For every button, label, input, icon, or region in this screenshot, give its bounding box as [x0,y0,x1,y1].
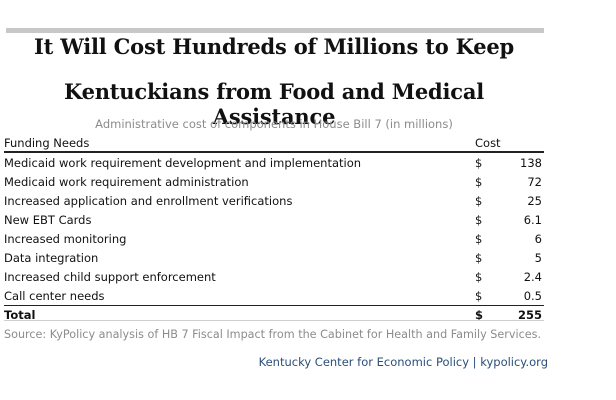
row-label: Increased monitoring [4,231,127,246]
header-funding-needs: Funding Needs [4,133,475,153]
row-currency: $ [475,288,483,303]
total-label: Total [4,305,475,324]
table-row: Increased application and enrollment ver… [4,191,544,210]
credit-line: Kentucky Center for Economic Policy | ky… [258,355,548,369]
row-currency: $ [475,193,483,208]
table-body: Medicaid work requirement development an… [4,152,544,306]
row-value: 6 [534,231,542,246]
total-row: Total $ 255 [4,305,544,324]
row-currency: $ [475,155,483,170]
header-row: Funding Needs Cost [4,133,544,153]
row-label: Medicaid work requirement administration [4,174,249,189]
table-row: Medicaid work requirement development an… [4,152,544,172]
chart-title-line-1: It Will Cost Hundreds of Millions to Kee… [33,34,515,59]
source-note: Source: KyPolicy analysis of HB 7 Fiscal… [4,320,544,341]
table-row: Medicaid work requirement administration… [4,172,544,191]
chart-subtitle: Administrative cost of components in Hou… [95,117,453,131]
total-currency: $ [475,305,495,324]
row-label: Data integration [4,250,99,265]
row-value: 25 [527,193,542,208]
header-cost: Cost [475,133,544,153]
row-currency: $ [475,269,483,284]
row-label: Call center needs [4,288,105,303]
row-value: 6.1 [523,212,542,227]
table-row: Data integration $5 [4,248,544,267]
row-currency: $ [475,231,483,246]
total-value: 255 [495,305,544,324]
row-currency: $ [475,250,483,265]
top-rule [6,28,544,33]
cost-table: Funding Needs Cost Medicaid work require… [4,133,544,324]
table-row: New EBT Cards $6.1 [4,210,544,229]
table-row: Increased child support enforcement $2.4 [4,267,544,286]
row-value: 5 [534,250,542,265]
row-value: 72 [527,174,542,189]
table-row: Increased monitoring $6 [4,229,544,248]
chart-title-line-2: Kentuckians from Food and Medical Assist… [63,79,485,129]
row-label: Increased application and enrollment ver… [4,193,293,208]
row-currency: $ [475,212,483,227]
row-currency: $ [475,174,483,189]
row-label: Increased child support enforcement [4,269,216,284]
table-row: Call center needs $0.5 [4,286,544,306]
row-value: 2.4 [523,269,542,284]
row-value: 0.5 [523,288,542,303]
row-label: Medicaid work requirement development an… [4,155,362,170]
row-value: 138 [520,155,542,170]
row-label: New EBT Cards [4,212,92,227]
